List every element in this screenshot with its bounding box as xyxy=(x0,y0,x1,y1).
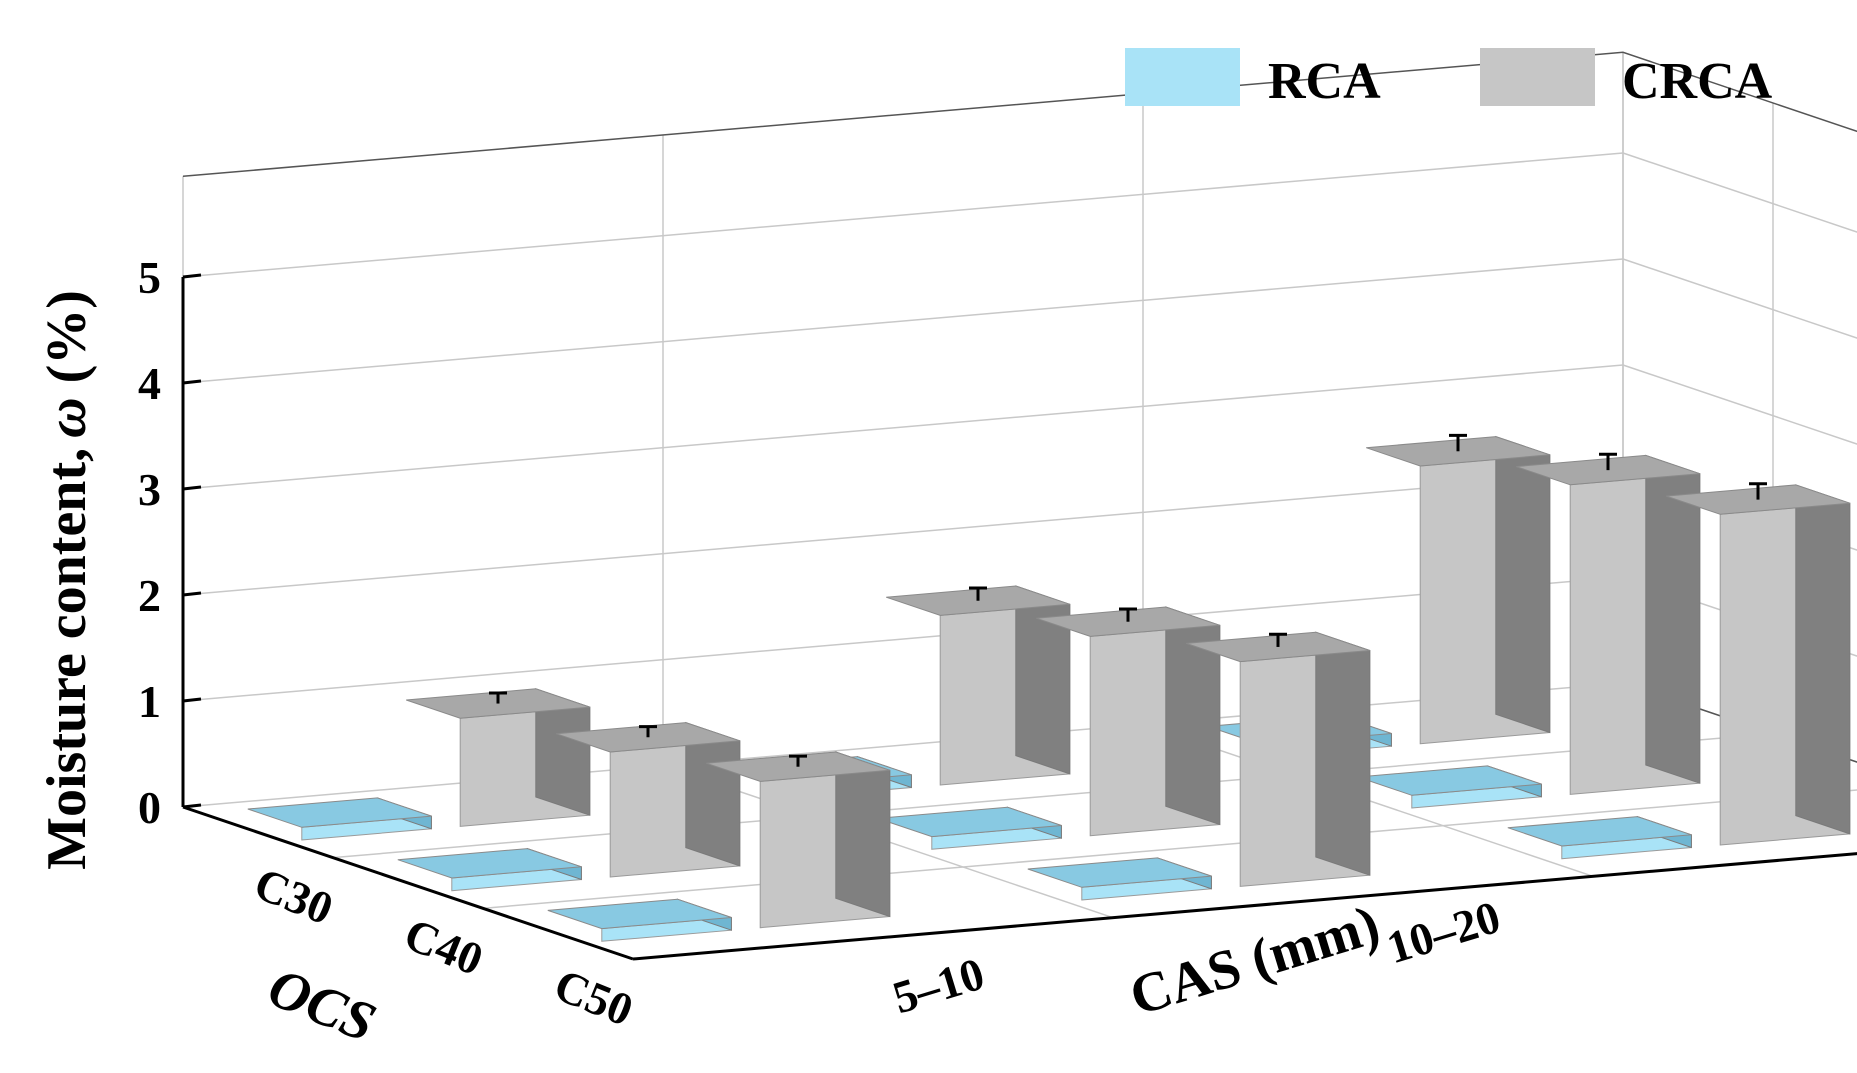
bar-rca xyxy=(1507,815,1692,860)
y-tick xyxy=(182,803,202,809)
bar-crca-side xyxy=(1795,484,1851,835)
bar-rca xyxy=(247,797,432,841)
y-tick xyxy=(182,485,202,491)
bar-crca-top xyxy=(1366,436,1550,467)
bar-rca-top xyxy=(547,898,732,930)
bar-rca-top xyxy=(247,797,432,828)
bar-crca-side xyxy=(835,751,891,918)
x-tick-label: 10–20 xyxy=(1381,891,1506,973)
y-tick xyxy=(182,379,202,385)
bar-crca-side xyxy=(1315,631,1371,876)
legend-swatch-crca xyxy=(1480,48,1595,106)
y-axis-title-symbol: ω xyxy=(36,397,98,438)
bar-crca xyxy=(706,751,891,929)
grid-line-back xyxy=(182,364,1624,490)
bar-crca xyxy=(1366,433,1551,745)
bar-crca xyxy=(1186,631,1371,887)
grid-line-back xyxy=(182,258,1624,384)
bar-rca xyxy=(1027,857,1212,901)
legend-label-rca: RCA xyxy=(1268,53,1381,110)
y-axis-title-text: Moisture content, xyxy=(36,448,98,870)
bar-crca-side xyxy=(1165,606,1221,826)
grid-line-side xyxy=(1622,364,1857,445)
grid-line-floor xyxy=(332,732,1774,859)
z-axis-title: OCS xyxy=(260,956,384,1054)
z-tick-label: C40 xyxy=(398,908,491,985)
z-tick-label: C50 xyxy=(548,959,641,1036)
grid-line-back xyxy=(182,152,1624,278)
y-tick-label: 5 xyxy=(138,252,161,303)
bar-rca-top xyxy=(877,806,1062,838)
y-tick-label: 2 xyxy=(138,570,161,621)
y-tick xyxy=(182,273,202,279)
grid-line-side xyxy=(1622,152,1857,233)
bar-rca-top xyxy=(1507,816,1692,847)
y-tick-label: 4 xyxy=(138,358,161,409)
bar-crca-top xyxy=(556,722,740,753)
y-tick xyxy=(182,697,202,703)
frame-top xyxy=(182,51,1857,178)
bar-rca xyxy=(1357,765,1542,809)
y-tick xyxy=(182,591,202,597)
bar-rca xyxy=(547,898,732,942)
grid-line-side xyxy=(1622,258,1857,339)
y-tick-label: 3 xyxy=(138,464,161,515)
bar-rca xyxy=(877,806,1062,850)
bar-rca-top xyxy=(397,848,582,879)
bar-crca xyxy=(886,585,1071,786)
bar-crca xyxy=(1516,452,1701,795)
grid-line-back xyxy=(182,470,1624,596)
z-axis-line xyxy=(182,805,634,961)
z-tick-label: C30 xyxy=(248,857,341,934)
x-tick-label: 5–10 xyxy=(887,948,990,1024)
y-axis-title: Moisture content, ω (%) xyxy=(36,290,98,870)
bar-crca xyxy=(406,688,591,827)
bar-crca xyxy=(1666,482,1851,846)
grid-line-floor xyxy=(482,789,1857,910)
bar-crca xyxy=(556,721,741,878)
legend: RCA CRCA xyxy=(1125,48,1773,110)
y-axis-title-unit: (%) xyxy=(36,290,98,383)
bar-rca xyxy=(397,847,582,892)
y-tick-label: 0 xyxy=(138,782,161,833)
bars-layer xyxy=(247,433,1851,942)
legend-swatch-rca xyxy=(1125,48,1240,106)
bar-crca-side xyxy=(1495,435,1551,734)
bar-rca-top xyxy=(1357,765,1542,796)
x-axis-line xyxy=(632,852,1857,961)
bar-crca-side xyxy=(1015,585,1071,775)
grid-line-back xyxy=(182,576,1624,702)
legend-label-crca: CRCA xyxy=(1622,53,1773,110)
bar-crca xyxy=(1036,606,1221,837)
grid-line-back xyxy=(182,682,1624,808)
bar-rca-top xyxy=(1027,857,1212,888)
y-tick-label: 1 xyxy=(138,676,161,727)
